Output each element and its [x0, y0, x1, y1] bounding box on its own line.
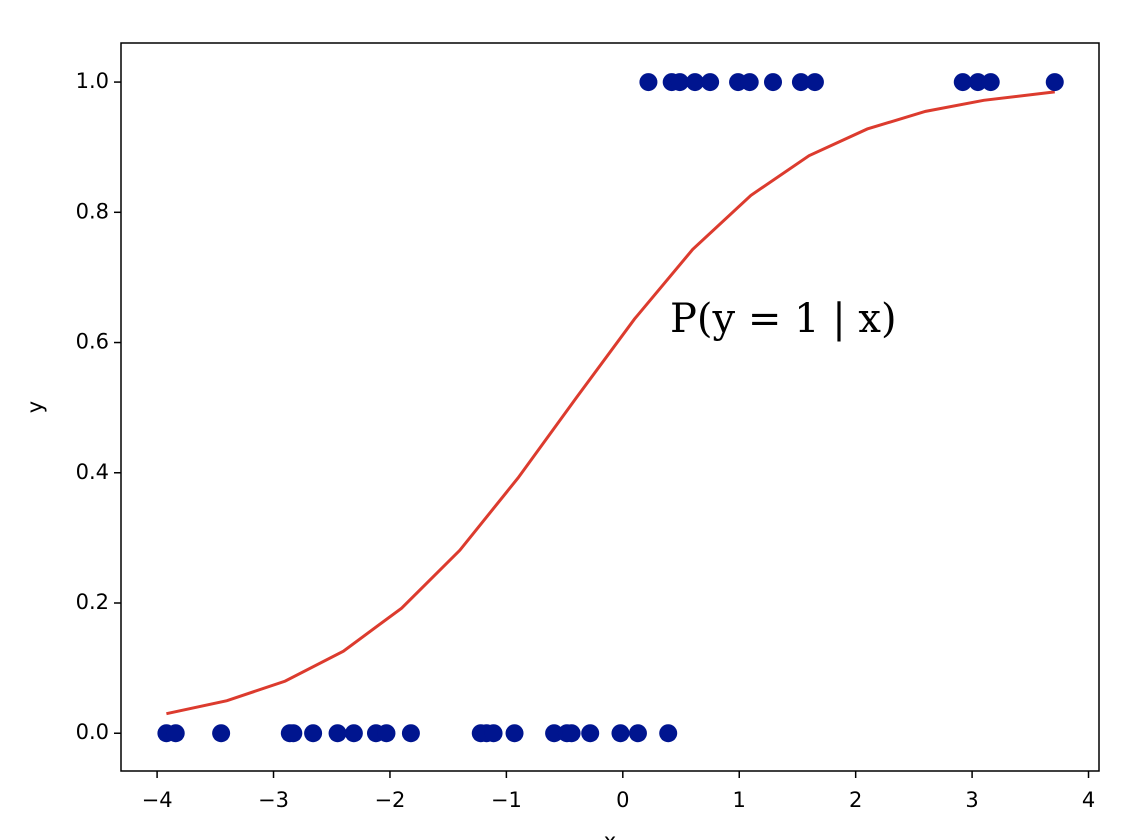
point	[968, 73, 987, 92]
point	[284, 724, 303, 743]
y-tick-label: 1.0	[76, 69, 109, 93]
x-tick-label: 2	[849, 788, 862, 812]
x-tick-label: 4	[1082, 788, 1095, 812]
point	[304, 724, 323, 743]
point	[701, 73, 720, 92]
x-tick-label: −4	[142, 788, 173, 812]
point	[953, 73, 972, 92]
point	[505, 724, 524, 743]
point	[740, 73, 759, 92]
x-tick-label: 0	[616, 788, 629, 812]
point	[670, 73, 689, 92]
point	[805, 73, 824, 92]
point	[562, 724, 581, 743]
y-tick-label: 0.6	[76, 330, 109, 354]
point	[581, 724, 600, 743]
x-tick-label: 3	[965, 788, 978, 812]
point	[328, 724, 347, 743]
point	[166, 724, 185, 743]
point	[611, 724, 630, 743]
x-tick-label: 1	[733, 788, 746, 812]
y-tick-label: 0.4	[76, 460, 109, 484]
point	[659, 724, 678, 743]
x-tick-label: −1	[491, 788, 522, 812]
point	[212, 724, 231, 743]
point	[639, 73, 658, 92]
y-tick-label: 0.2	[76, 590, 109, 614]
annotation: P(y = 1 | x)	[670, 296, 897, 342]
point	[545, 724, 564, 743]
x-tick-label: −3	[258, 788, 289, 812]
point	[344, 724, 363, 743]
y-axis-label: y	[23, 401, 47, 413]
point	[1045, 73, 1064, 92]
point	[377, 724, 396, 743]
point	[981, 73, 1000, 92]
y-tick-label: 0.8	[76, 199, 109, 223]
y-tick-label: 0.0	[76, 720, 109, 744]
curve	[166, 90, 1055, 716]
x-axis-label: x	[604, 829, 616, 840]
point	[764, 73, 782, 92]
x-tick-label: −2	[374, 788, 405, 812]
point	[791, 73, 810, 92]
plot-frame	[120, 42, 1100, 772]
point	[484, 724, 503, 743]
point	[401, 724, 420, 743]
point	[685, 73, 704, 92]
point	[628, 724, 647, 743]
